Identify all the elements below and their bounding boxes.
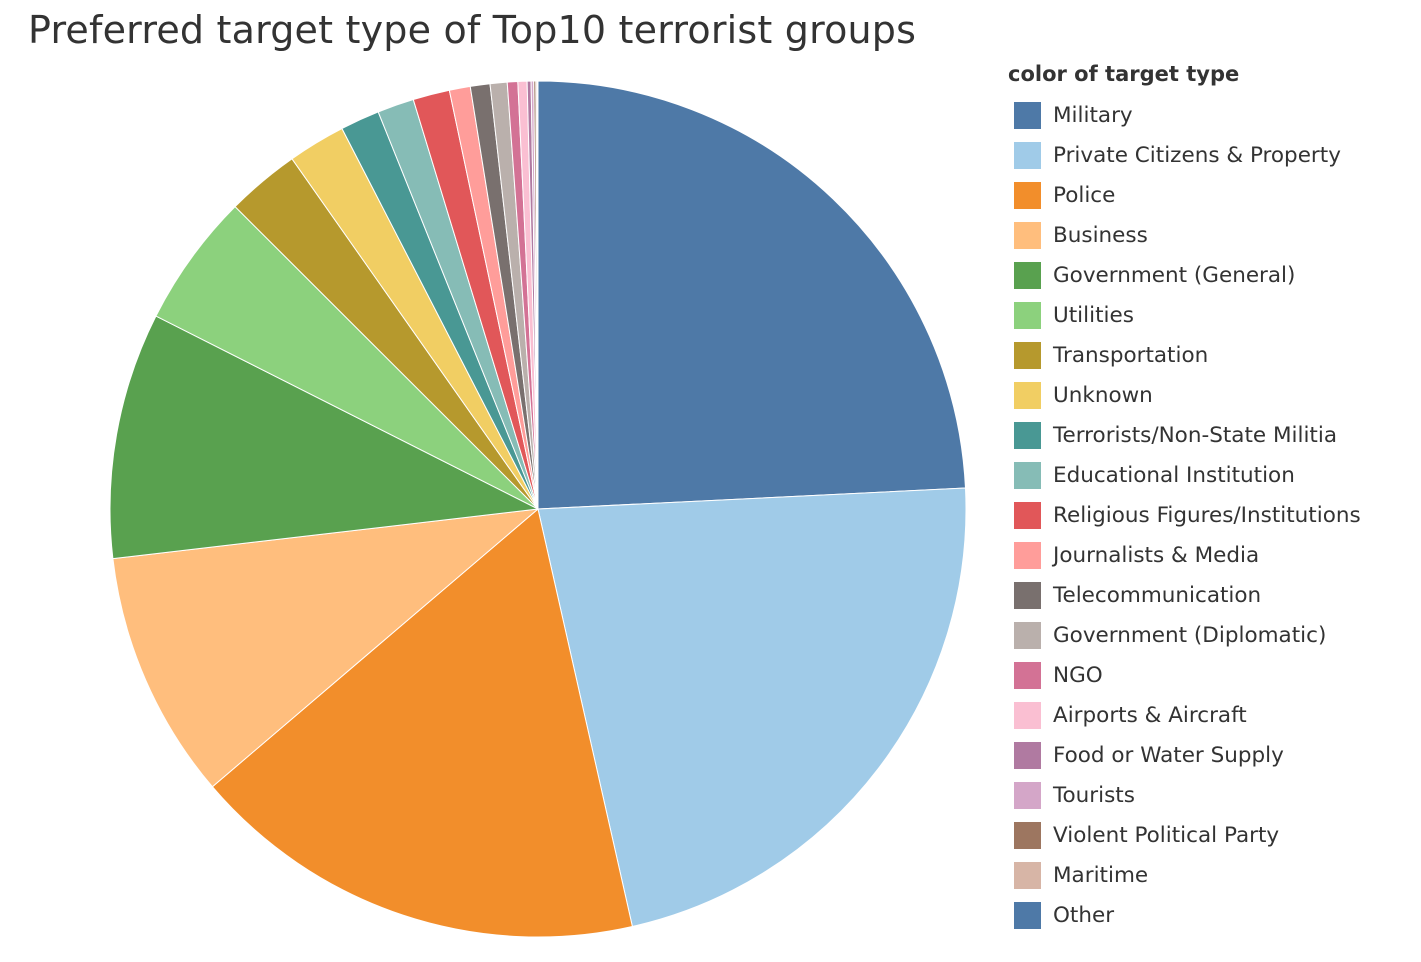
legend-label: Government (Diplomatic): [1053, 622, 1327, 648]
legend-swatch: [1014, 581, 1041, 609]
legend-swatch: [1014, 141, 1041, 169]
legend-label: Maritime: [1053, 862, 1149, 888]
legend-item[interactable]: Private Citizens & Property: [1008, 135, 1413, 175]
legend-item[interactable]: Government (General): [1008, 255, 1413, 295]
legend-label: Tourists: [1053, 782, 1135, 808]
pie-chart: [109, 80, 967, 938]
legend-swatch: [1014, 781, 1041, 809]
legend-swatch: [1014, 661, 1041, 689]
legend-item[interactable]: Journalists & Media: [1008, 535, 1413, 575]
legend-label: Business: [1053, 222, 1148, 248]
legend-item[interactable]: Educational Institution: [1008, 455, 1413, 495]
legend-label: Unknown: [1053, 382, 1153, 408]
legend-label: Private Citizens & Property: [1053, 142, 1341, 168]
legend-swatch: [1014, 621, 1041, 649]
legend-swatch: [1014, 181, 1041, 209]
legend-item[interactable]: Police: [1008, 175, 1413, 215]
legend-swatch: [1014, 701, 1041, 729]
pie-slice-government-general[interactable]: [109, 315, 540, 560]
legend-item[interactable]: Violent Political Party: [1008, 815, 1413, 855]
legend-item[interactable]: Tourists: [1008, 775, 1413, 815]
legend-label: Food or Water Supply: [1053, 742, 1284, 768]
legend-item[interactable]: Government (Diplomatic): [1008, 615, 1413, 655]
legend-swatch: [1014, 461, 1041, 489]
legend-item[interactable]: Utilities: [1008, 295, 1413, 335]
legend-swatch: [1014, 861, 1041, 889]
legend-item[interactable]: Unknown: [1008, 375, 1413, 415]
legend-label: Police: [1053, 182, 1116, 208]
pie-slice-military[interactable]: [537, 80, 967, 510]
legend-items: Military Private Citizens & Property Polic…: [1008, 95, 1413, 935]
legend-swatch: [1014, 901, 1041, 929]
legend-label: Educational Institution: [1053, 462, 1295, 488]
legend-swatch: [1014, 301, 1041, 329]
legend-label: Journalists & Media: [1053, 542, 1260, 568]
legend-item[interactable]: Airports & Aircraft: [1008, 695, 1413, 735]
legend: color of target type Military Private Cit…: [1008, 62, 1413, 935]
legend-swatch: [1014, 501, 1041, 529]
legend-swatch: [1014, 261, 1041, 289]
legend-label: Religious Figures/Institutions: [1053, 502, 1361, 528]
legend-label: Terrorists/Non-State Militia: [1053, 422, 1337, 448]
pie-slice-business[interactable]: [112, 508, 540, 788]
legend-label: Telecommunication: [1053, 582, 1262, 608]
legend-item[interactable]: Other: [1008, 895, 1413, 935]
chart-title: Preferred target type of Top10 terrorist…: [28, 8, 917, 52]
legend-item[interactable]: Food or Water Supply: [1008, 735, 1413, 775]
legend-item[interactable]: Business: [1008, 215, 1413, 255]
pie-slice-police[interactable]: [211, 508, 633, 938]
legend-swatch: [1014, 341, 1041, 369]
legend-label: Military: [1053, 102, 1133, 128]
legend-swatch: [1014, 821, 1041, 849]
legend-item[interactable]: NGO: [1008, 655, 1413, 695]
legend-item[interactable]: Transportation: [1008, 335, 1413, 375]
legend-label: Violent Political Party: [1053, 822, 1280, 848]
pie-slice-private-citizens-property[interactable]: [537, 487, 967, 928]
legend-item[interactable]: Maritime: [1008, 855, 1413, 895]
legend-label: Airports & Aircraft: [1053, 702, 1247, 728]
legend-item[interactable]: Telecommunication: [1008, 575, 1413, 615]
legend-label: Government (General): [1053, 262, 1296, 288]
legend-swatch: [1014, 421, 1041, 449]
pie-slice-other[interactable]: [536, 80, 539, 510]
legend-title: color of target type: [1008, 62, 1240, 86]
legend-label: NGO: [1053, 662, 1103, 688]
legend-label: Utilities: [1053, 302, 1134, 328]
legend-label: Transportation: [1053, 342, 1209, 368]
legend-label: Other: [1053, 902, 1115, 928]
legend-swatch: [1014, 101, 1041, 129]
legend-item[interactable]: Terrorists/Non-State Militia: [1008, 415, 1413, 455]
legend-swatch: [1014, 541, 1041, 569]
legend-swatch: [1014, 741, 1041, 769]
pie-chart-area: [109, 80, 967, 938]
legend-item[interactable]: Military: [1008, 95, 1413, 135]
legend-swatch: [1014, 381, 1041, 409]
legend-item[interactable]: Religious Figures/Institutions: [1008, 495, 1413, 535]
legend-swatch: [1014, 221, 1041, 249]
